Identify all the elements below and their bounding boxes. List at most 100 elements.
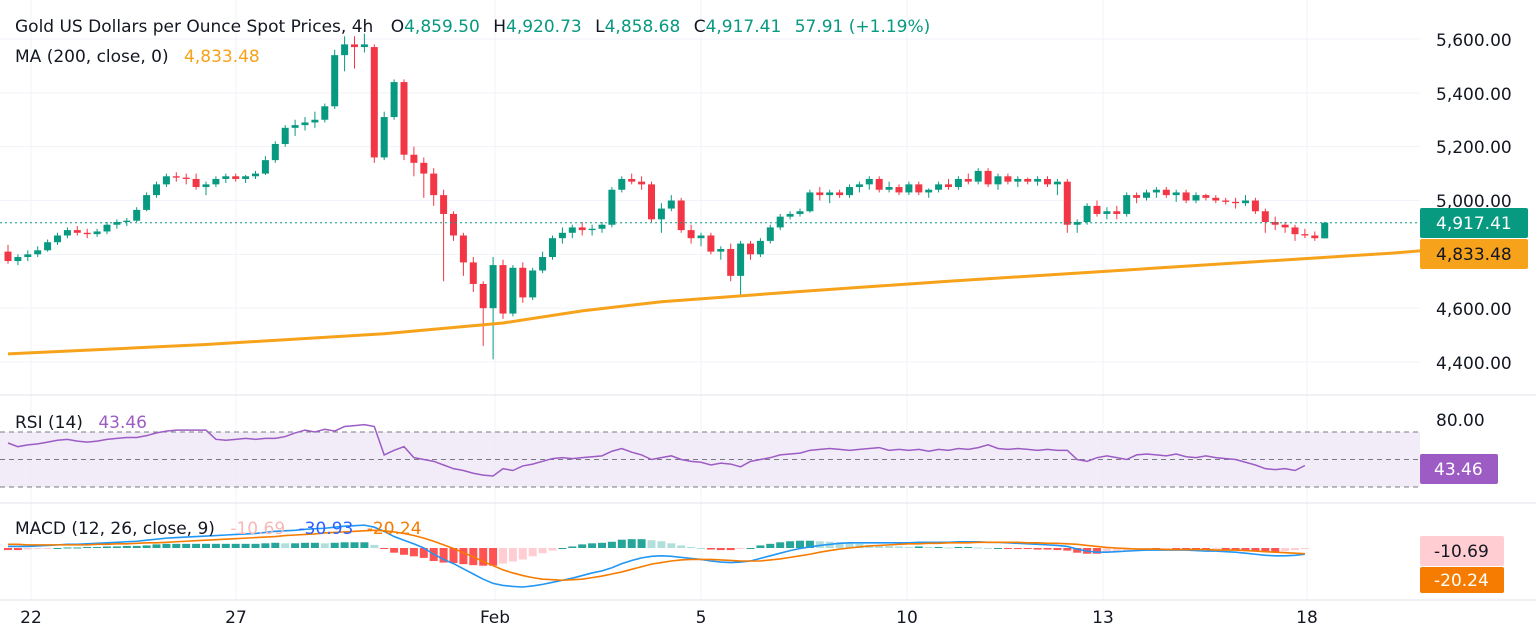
candle-body [578,227,586,231]
rsi-tick: 80.00 [1436,411,1485,431]
candle-body [549,238,556,258]
ma-value: 4,833.48 [184,47,260,67]
macd-hist-bar [172,543,181,548]
macd-hist-bar [1073,548,1082,553]
macd-hist-bar [667,543,676,548]
candle-body [450,213,457,236]
macd-hist-bar [558,548,567,549]
macd-hist-bar [875,545,884,548]
macd-hist-bar [499,548,507,564]
candle-body [1321,222,1329,239]
low-value: 4,858.68 [604,17,681,37]
macd-hist-bar [370,544,379,548]
candle-body [420,162,428,174]
macd-hist-bar [1221,548,1230,550]
macd-hist-bar [1211,548,1220,550]
ma200-line [7,243,1494,356]
candle-body [153,184,160,196]
candle-body [667,200,675,209]
macd-hist-bar [1231,548,1240,551]
candle-body [242,176,250,179]
candle-body [1271,222,1279,225]
macd-hist-bar [548,548,557,551]
candle-body [925,189,933,193]
macd-hist-bar [766,543,775,548]
macd-hist-bar [4,548,12,551]
svg-text:43.46: 43.46 [1434,460,1483,480]
candle-body [727,248,735,276]
macd-hist-bar [657,541,666,548]
macd-hist-bar [528,548,537,557]
candle-body [1192,195,1200,201]
time-tick: 5 [696,608,707,628]
candle-body [1093,205,1101,214]
candle-body [261,160,269,174]
macd-hist-bar [1102,548,1111,553]
macd-line [8,524,1305,588]
macd-hist-bar [776,542,785,548]
candle-body [1242,200,1249,204]
svg-text:4,917.41: 4,917.41 [1436,214,1512,234]
candle-body [945,184,952,188]
candle-body [1182,192,1190,201]
candle-body [1103,211,1111,214]
time-tick: 13 [1092,608,1114,628]
candle-body [1014,178,1022,182]
candle-body [697,235,705,239]
candle-body [509,267,517,314]
macd-hist-bar [726,548,735,551]
macd-hist-bar [1093,548,1101,554]
macd-hist-bar [1172,548,1181,549]
candles [4,33,1329,360]
change-value: 57.91 (+1.19%) [794,17,931,37]
candle-body [103,224,111,232]
close-price-badge: 4,917.41 [1420,208,1528,238]
macd-hist-bar [964,546,973,548]
candle-body [54,235,61,243]
macd-hist-bar [835,542,844,548]
candle-body [73,230,81,233]
candle-body [479,283,487,309]
candle-body [648,184,655,220]
candle-body [469,262,477,284]
candle-body [489,265,497,309]
candle-body [162,176,170,185]
svg-text:4,833.48: 4,833.48 [1436,245,1512,265]
price-tick: 4,400.00 [1436,354,1512,374]
macd-hist-bar [449,548,458,564]
macd-hist-bar [261,543,270,548]
macd-hist-bar [805,540,814,548]
candle-body [192,178,200,188]
time-tick: Feb [480,608,510,628]
macd-hist-bar [83,546,92,548]
candle-body [677,200,685,231]
candle-body [172,176,180,178]
macd-hist-bar [746,548,755,549]
macd-hist-bar [340,542,349,548]
candle-body [608,189,616,225]
candle-body [1281,224,1289,228]
candle-body [1202,195,1210,198]
macd-hist-bar [627,539,636,548]
macd-hist-bar [588,543,597,548]
candle-body [459,235,467,263]
time-axis: 22 27 Feb 5 10 13 18 [20,608,1318,628]
macd-hist-bar [301,542,309,548]
high-value: 4,920.73 [506,17,582,37]
candle-body [598,224,606,229]
time-tick: 10 [896,608,918,628]
macd-hist-bar [241,543,250,548]
candle-body [1162,189,1170,196]
price-tick: 5,000.00 [1436,192,1512,212]
macd-hist-bar [1053,548,1062,551]
macd-hist-bar [598,542,606,548]
macd-hist-bar [934,546,943,548]
rsi-label: RSI (14) [15,413,83,433]
candle-body [341,44,349,56]
candle-body [1053,181,1061,185]
macd-hist-bar [974,547,983,549]
macd-hist-bar [13,548,22,551]
macd-hist-bar [489,548,498,566]
macd-hist-bar [954,546,963,548]
macd-hist-bar [360,542,369,548]
